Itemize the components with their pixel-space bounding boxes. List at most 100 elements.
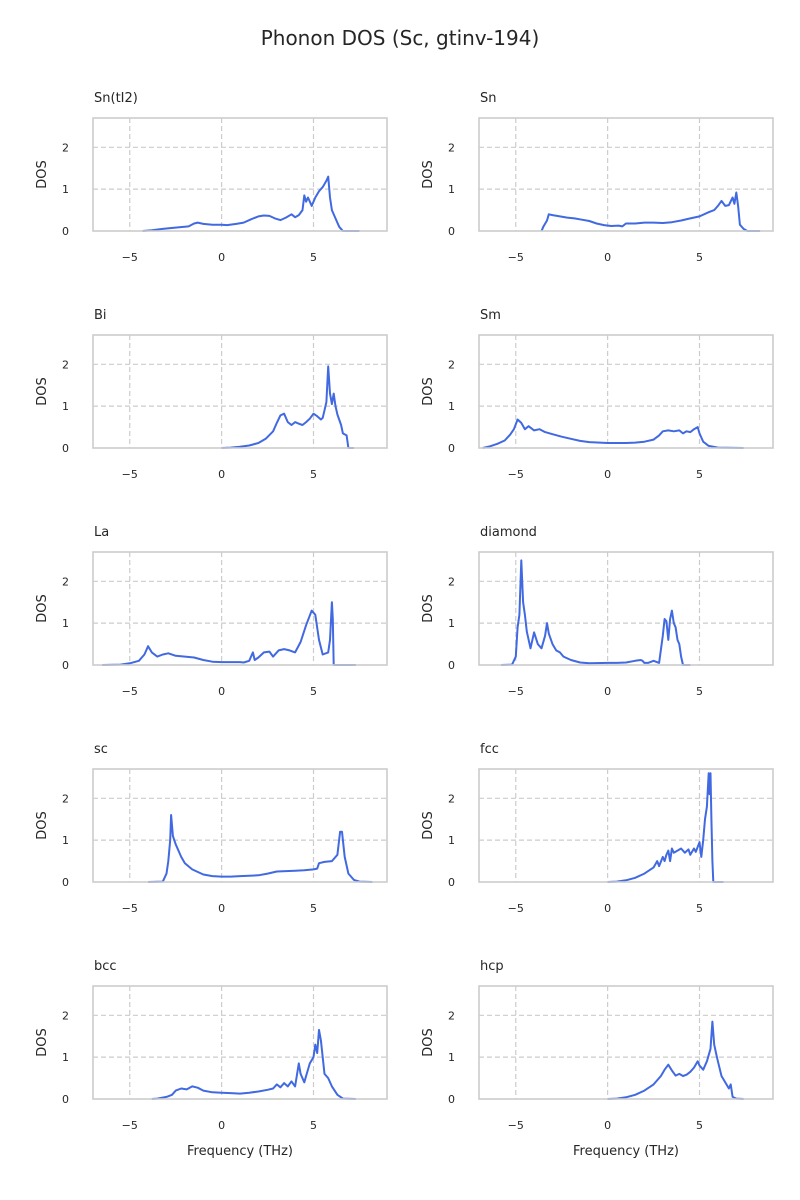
dos-line xyxy=(607,772,724,883)
y-tick-label: 0 xyxy=(62,659,69,672)
y-tick-label: 2 xyxy=(62,1009,69,1022)
panel-sc: sc −5 0 5 0 1 2 DOS xyxy=(35,742,388,915)
x-tick-label: −5 xyxy=(508,1119,524,1132)
y-axis-label: DOS xyxy=(421,594,436,623)
y-tick-label: 0 xyxy=(448,225,455,238)
panel-title: fcc xyxy=(480,742,499,757)
y-axis-label: DOS xyxy=(421,160,436,189)
panel-sn: Sn −5 0 5 0 1 2 DOS xyxy=(421,91,774,264)
panel-fcc: fcc −5 0 5 0 1 2 DOS xyxy=(421,742,774,915)
panel-diamond: diamond −5 0 5 0 1 2 DOS xyxy=(421,525,774,698)
x-axis-label: Frequency (THz) xyxy=(573,1144,679,1159)
y-tick-label: 2 xyxy=(62,141,69,154)
axes-frame xyxy=(478,985,774,1100)
x-tick-label: 5 xyxy=(310,468,317,481)
x-tick-label: −5 xyxy=(122,251,138,264)
panel-sn-ti2-: Sn(tI2) −5 0 5 0 1 2 DOS xyxy=(35,91,388,264)
y-tick-label: 1 xyxy=(62,617,69,630)
y-tick-label: 0 xyxy=(448,442,455,455)
y-tick-label: 1 xyxy=(448,617,455,630)
panel-sm: Sm −5 0 5 0 1 2 DOS xyxy=(421,308,774,481)
axes-frame xyxy=(92,985,388,1100)
dos-line xyxy=(221,365,354,449)
y-tick-label: 0 xyxy=(62,442,69,455)
y-tick-label: 2 xyxy=(448,358,455,371)
axes-frame xyxy=(478,117,774,232)
dos-line xyxy=(102,601,356,666)
panel-grid: Sn(tI2) −5 0 5 0 1 2 DOS Sn −5 0 5 0 1 2 DOS Bi −5 0 5 0 1 2 DO… xyxy=(35,91,774,1159)
x-tick-label: 0 xyxy=(218,685,225,698)
y-tick-label: 1 xyxy=(448,834,455,847)
x-tick-label: −5 xyxy=(508,468,524,481)
x-tick-label: 5 xyxy=(310,251,317,264)
y-tick-label: 2 xyxy=(448,575,455,588)
x-tick-label: −5 xyxy=(122,902,138,915)
x-tick-label: 0 xyxy=(604,1119,611,1132)
panel-title: sc xyxy=(94,742,108,757)
panel-title: bcc xyxy=(94,959,117,974)
x-tick-label: −5 xyxy=(122,468,138,481)
dos-line xyxy=(501,559,691,666)
x-tick-label: 0 xyxy=(218,902,225,915)
y-tick-label: 0 xyxy=(448,876,455,889)
y-tick-label: 1 xyxy=(448,1051,455,1064)
x-tick-label: 0 xyxy=(604,685,611,698)
panel-title: La xyxy=(94,525,109,540)
x-tick-label: 5 xyxy=(310,902,317,915)
panel-la: La −5 0 5 0 1 2 DOS xyxy=(35,525,388,698)
panel-title: diamond xyxy=(480,525,537,540)
x-tick-label: 5 xyxy=(310,685,317,698)
x-tick-label: −5 xyxy=(122,685,138,698)
y-tick-label: 2 xyxy=(448,1009,455,1022)
y-tick-label: 0 xyxy=(62,876,69,889)
x-tick-label: 0 xyxy=(218,1119,225,1132)
x-tick-label: 5 xyxy=(696,468,703,481)
y-tick-label: 0 xyxy=(62,225,69,238)
y-tick-label: 1 xyxy=(62,1051,69,1064)
x-tick-label: 0 xyxy=(604,468,611,481)
y-tick-label: 1 xyxy=(62,834,69,847)
y-tick-label: 1 xyxy=(448,400,455,413)
y-tick-label: 1 xyxy=(448,183,455,196)
x-tick-label: 0 xyxy=(218,251,225,264)
axes-frame xyxy=(478,768,774,883)
figure-title: Phonon DOS (Sc, gtinv-194) xyxy=(261,26,540,50)
y-axis-label: DOS xyxy=(35,811,50,840)
x-tick-label: −5 xyxy=(508,902,524,915)
axes-frame xyxy=(92,768,388,883)
x-axis-label: Frequency (THz) xyxy=(187,1144,293,1159)
x-tick-label: −5 xyxy=(508,251,524,264)
axes-frame xyxy=(92,117,388,232)
x-tick-label: 0 xyxy=(604,902,611,915)
x-tick-label: −5 xyxy=(508,685,524,698)
x-tick-label: 5 xyxy=(696,685,703,698)
y-tick-label: 1 xyxy=(62,183,69,196)
panel-title: hcp xyxy=(480,959,504,974)
dos-line xyxy=(142,175,360,232)
x-tick-label: 5 xyxy=(696,902,703,915)
x-tick-label: 5 xyxy=(310,1119,317,1132)
x-tick-label: 0 xyxy=(604,251,611,264)
x-tick-label: 5 xyxy=(696,251,703,264)
y-tick-label: 0 xyxy=(448,1093,455,1106)
dos-line xyxy=(482,418,744,449)
panel-title: Sm xyxy=(480,308,501,323)
y-tick-label: 0 xyxy=(62,1093,69,1106)
y-tick-label: 0 xyxy=(448,659,455,672)
axes-frame xyxy=(92,334,388,449)
dos-line xyxy=(607,1020,744,1100)
y-axis-label: DOS xyxy=(35,594,50,623)
y-tick-label: 2 xyxy=(62,358,69,371)
x-tick-label: 5 xyxy=(696,1119,703,1132)
y-axis-label: DOS xyxy=(35,160,50,189)
panel-bi: Bi −5 0 5 0 1 2 DOS xyxy=(35,308,388,481)
y-tick-label: 2 xyxy=(448,141,455,154)
y-axis-label: DOS xyxy=(35,1028,50,1057)
y-tick-label: 2 xyxy=(62,792,69,805)
axes-frame xyxy=(478,334,774,449)
y-axis-label: DOS xyxy=(421,1028,436,1057)
y-tick-label: 1 xyxy=(62,400,69,413)
y-tick-label: 2 xyxy=(448,792,455,805)
dos-line xyxy=(151,1028,356,1100)
